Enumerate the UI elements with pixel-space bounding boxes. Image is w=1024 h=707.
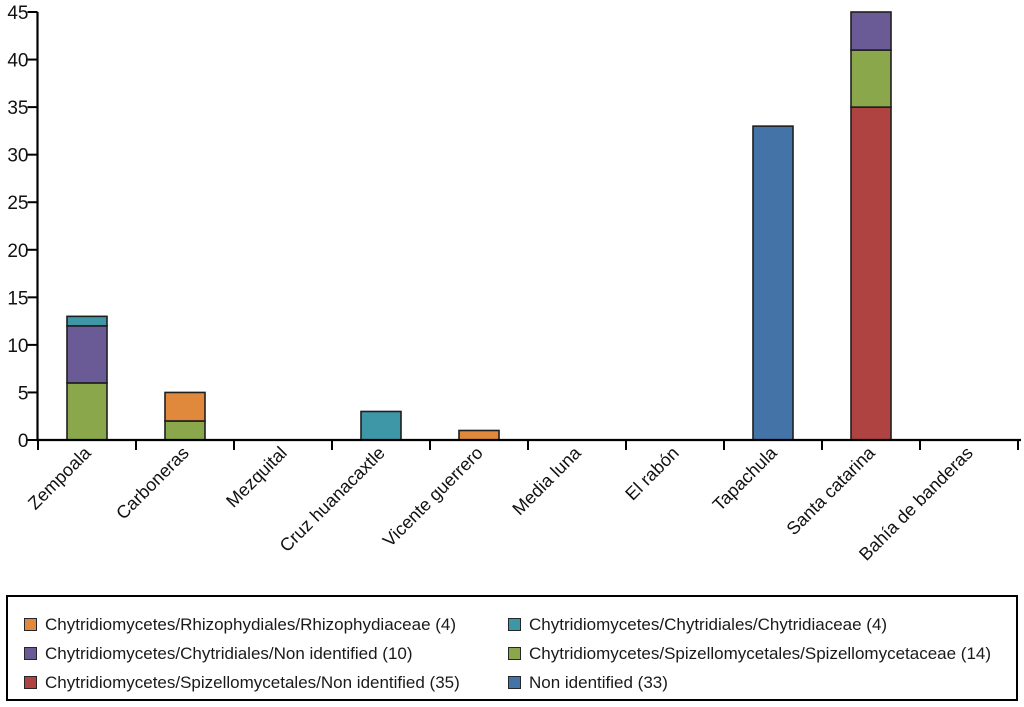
y-tick-label: 35 (7, 98, 28, 119)
bar-segment (66, 382, 108, 441)
legend-label: Chytridiomycetes/Rhizophydiales/Rhizophy… (45, 615, 457, 634)
legend-label: Non identified (33) (529, 673, 668, 692)
x-tick-label: Vicente guerrero (379, 443, 487, 551)
legend-item: Chytridiomycetes/Rhizophydiales/Rhizophy… (24, 616, 508, 633)
bar-segment (360, 410, 402, 441)
y-tick-label: 10 (7, 336, 28, 357)
legend-swatch (508, 618, 521, 631)
legend: Chytridiomycetes/Rhizophydiales/Rhizophy… (6, 595, 1018, 701)
x-tick-label: Mezquital (222, 443, 291, 512)
legend-swatch (508, 647, 521, 660)
legend-item: Chytridiomycetes/Spizellomycetales/Spize… (508, 645, 1016, 662)
stacked-bar-chart: 0 5 10 15 20 25 30 35 40 45 Zempoala Carboneras Mezq… (7, 3, 1021, 564)
bar-segment (752, 125, 794, 441)
bar-segment (850, 11, 892, 51)
bar-segment (850, 106, 892, 441)
bar-segment (458, 429, 500, 441)
legend-item: Chytridiomycetes/Spizellomycetales/Non i… (24, 674, 508, 691)
bar-segment (164, 391, 206, 422)
bar-segment (164, 420, 206, 441)
bar-segment (66, 325, 108, 384)
legend-swatch (24, 647, 37, 660)
bar-segment (850, 49, 892, 108)
x-tick-label: Tapachula (709, 442, 782, 515)
legend-item: Chytridiomycetes/Chytridiales/Non identi… (24, 645, 508, 662)
legend-item: Chytridiomycetes/Chytridiales/Chytridiac… (508, 616, 1016, 633)
x-tick-label: Santa catarina (783, 442, 880, 539)
legend-label: Chytridiomycetes/Chytridiales/Non identi… (45, 644, 413, 663)
legend-swatch (508, 676, 521, 689)
x-tick-label: Media luna (508, 442, 585, 519)
legend-swatch (24, 618, 37, 631)
y-tick-label: 0 (18, 431, 29, 452)
y-tick-label: 30 (7, 146, 28, 167)
x-tick-label: Carboneras (112, 443, 193, 524)
legend-label: Chytridiomycetes/Chytridiales/Chytridiac… (529, 615, 888, 634)
y-tick-label: 25 (7, 193, 28, 214)
y-tick-label: 20 (7, 241, 28, 262)
y-tick-label: 15 (7, 288, 28, 309)
bar-segment (66, 315, 108, 327)
x-tick-label: Zempoala (24, 442, 95, 513)
x-tick-label: El rabón (621, 443, 683, 505)
y-tick-label: 5 (18, 383, 29, 404)
y-tick-label: 45 (7, 3, 28, 24)
legend-item: Non identified (33) (508, 674, 1016, 691)
legend-swatch (24, 676, 37, 689)
y-tick-label: 40 (7, 51, 28, 72)
legend-label: Chytridiomycetes/Spizellomycetales/Non i… (45, 673, 460, 692)
legend-label: Chytridiomycetes/Spizellomycetales/Spize… (529, 644, 992, 663)
x-tick-label: Cruz huanacaxtle (276, 443, 389, 556)
